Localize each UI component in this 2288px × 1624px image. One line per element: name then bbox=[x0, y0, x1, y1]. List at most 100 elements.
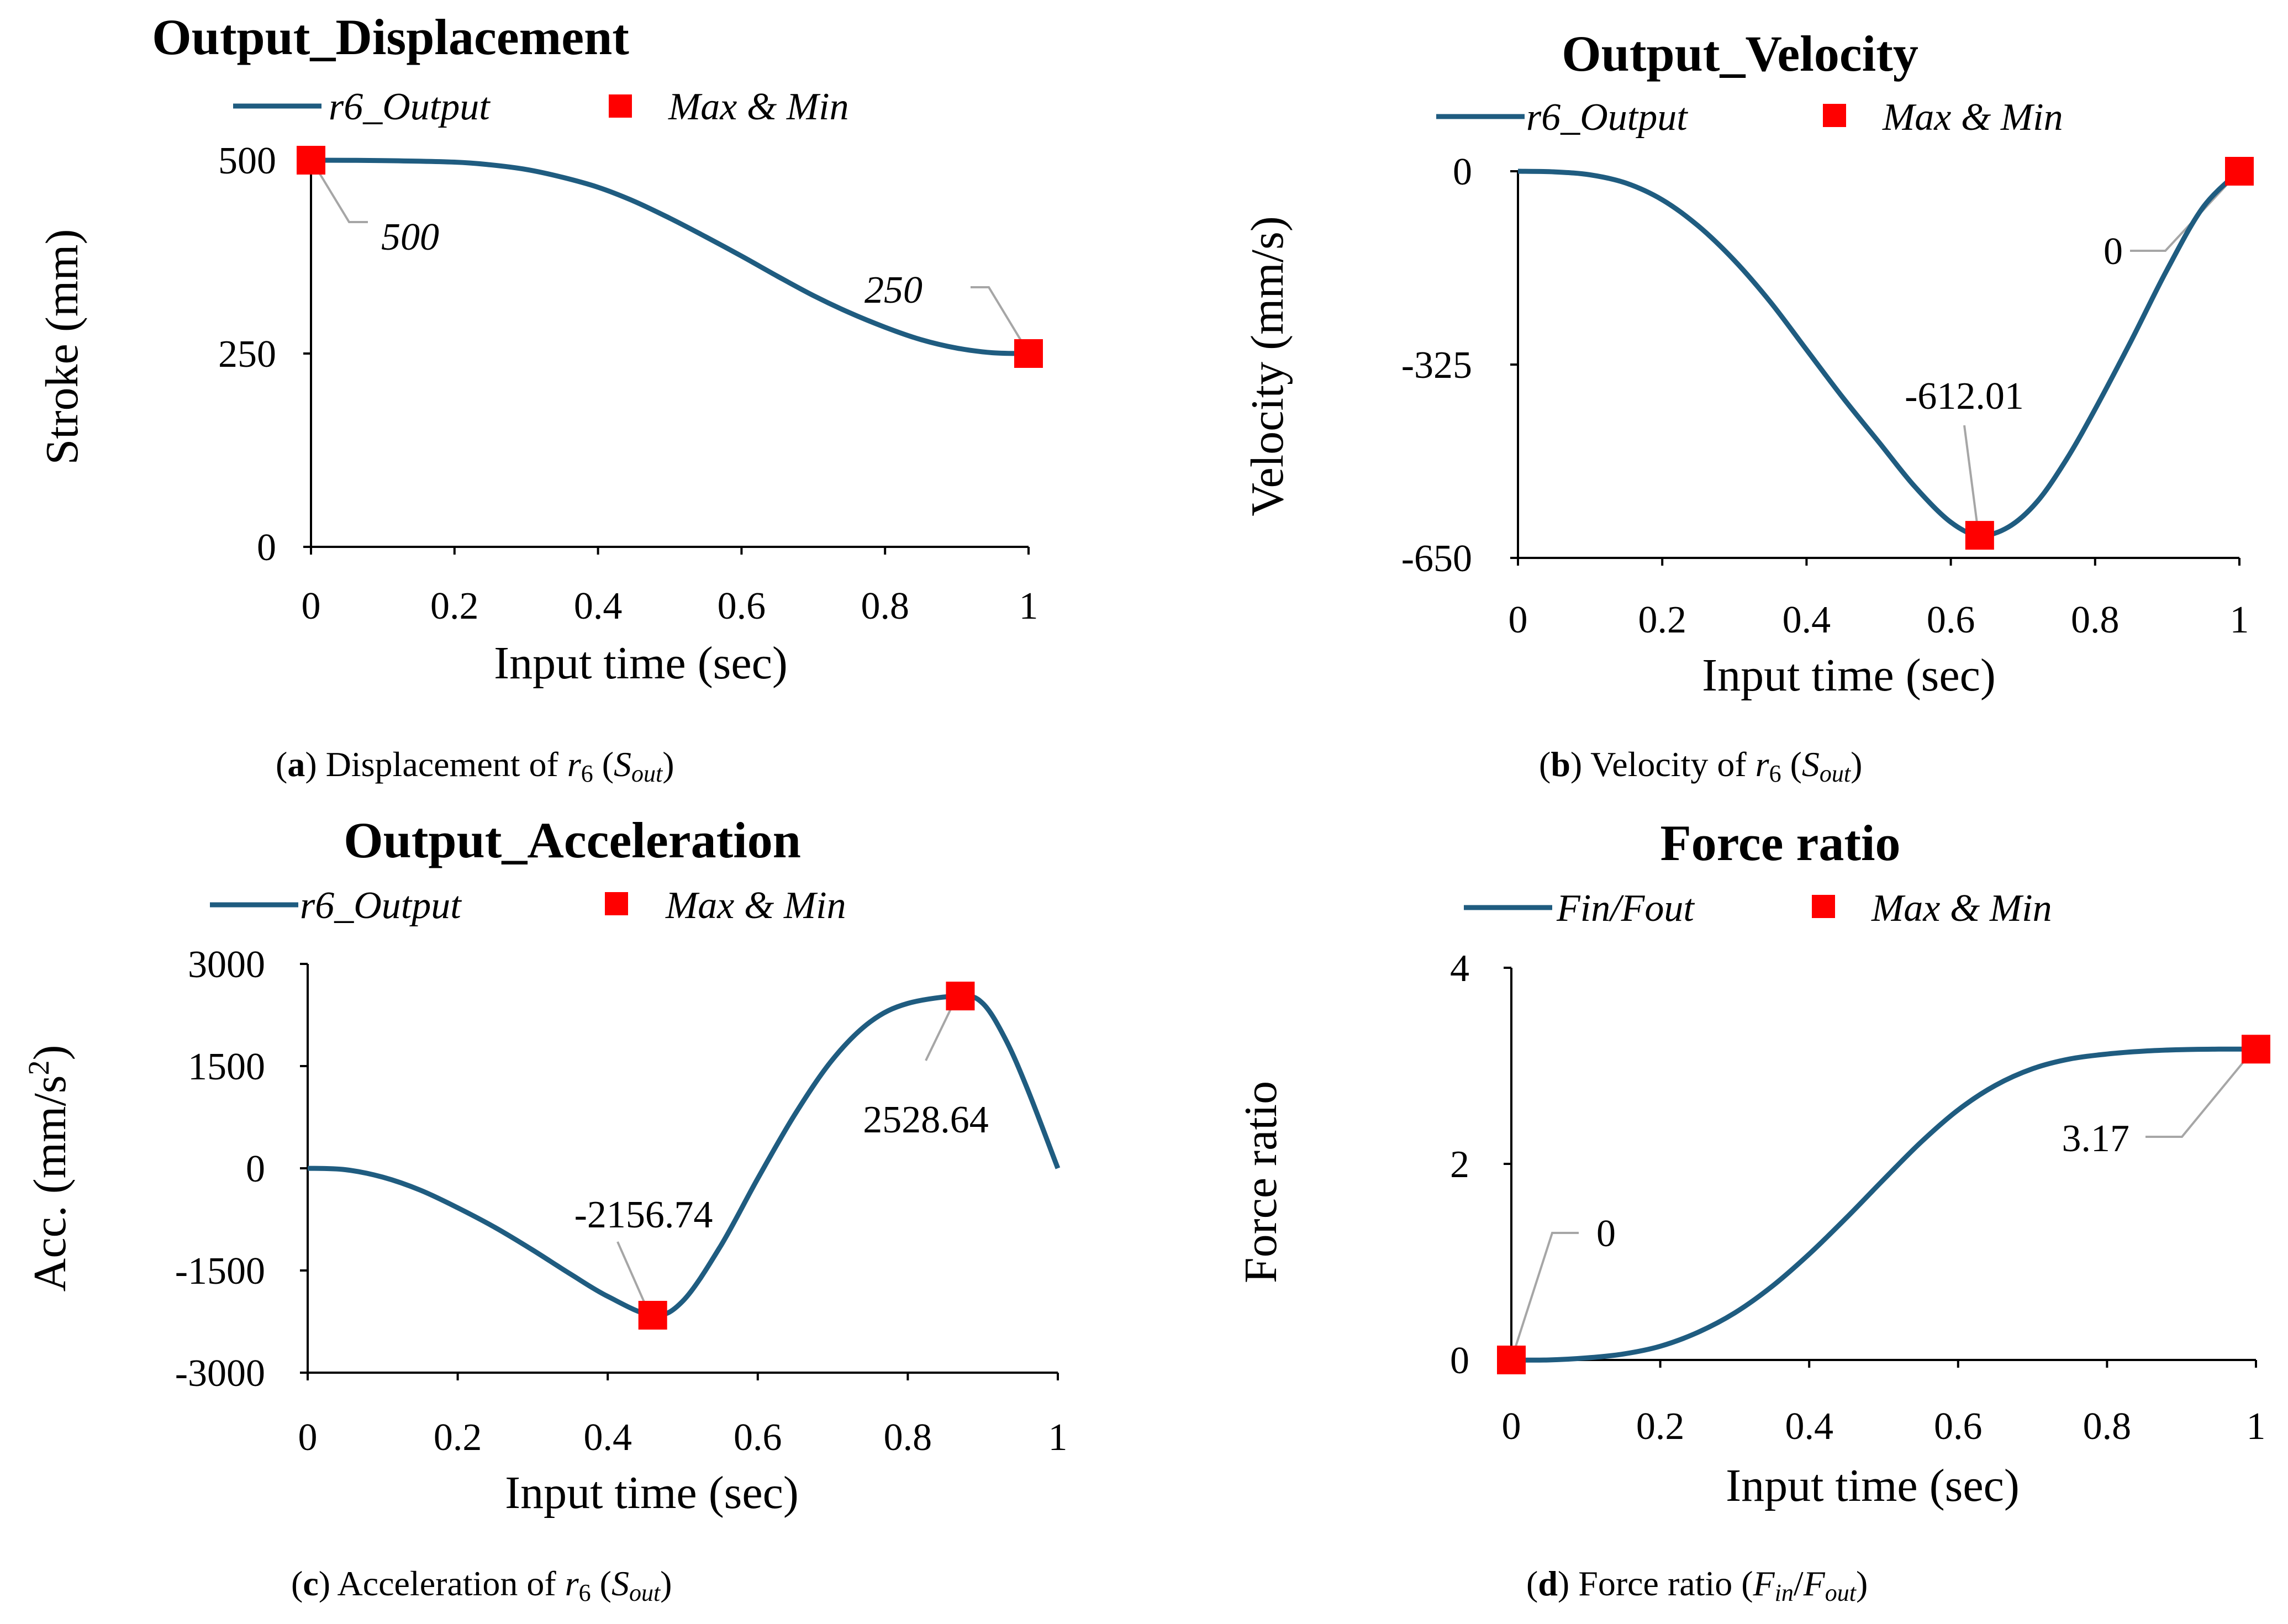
y-tick-label: -1500 bbox=[175, 1250, 265, 1293]
x-tick-label: 0.6 bbox=[734, 1416, 782, 1459]
x-tick-label: 0.6 bbox=[718, 585, 766, 628]
y-tick-label: 4 bbox=[1450, 947, 1469, 990]
annotation-label-min: 0 bbox=[1596, 1212, 1616, 1255]
y-axis-label: Force ratio bbox=[1235, 1081, 1287, 1283]
y-tick-label: -325 bbox=[1401, 344, 1472, 387]
annotation-label-min: 250 bbox=[864, 269, 922, 312]
y-tick-label: 1500 bbox=[188, 1046, 265, 1088]
legend-marker-swatch bbox=[609, 94, 632, 118]
annotation-label-max: 0 bbox=[2104, 230, 2123, 273]
x-tick-label: 1 bbox=[1019, 585, 1038, 628]
annotation-leaders bbox=[1510, 1046, 2257, 1361]
chart-title: Output_Acceleration bbox=[344, 812, 801, 868]
panel-displacement: Output_Displacement r6_Output Max & Min … bbox=[36, 9, 1043, 787]
x-tick-label: 0 bbox=[298, 1416, 318, 1459]
annotation-leader-line bbox=[310, 159, 368, 223]
annotation-label-max: 3.17 bbox=[2062, 1117, 2130, 1160]
panel-force-ratio: Force ratio Fin/Fout Max & Min Force rat… bbox=[1235, 815, 2270, 1606]
y-axis-label: Velocity (mm/s) bbox=[1242, 216, 1293, 516]
x-tick-label: 0.4 bbox=[583, 1416, 632, 1459]
annotation-label-min: -2156.74 bbox=[574, 1194, 713, 1236]
legend-label-series: r6_Output bbox=[329, 86, 491, 128]
legend-marker-swatch bbox=[1812, 895, 1835, 918]
chart-title: Output_Displacement bbox=[152, 9, 629, 65]
annotation-leaders bbox=[1963, 170, 2240, 536]
max-min-marker bbox=[2225, 157, 2254, 186]
panel-caption: (a) Displacement of r6 (Sout) bbox=[276, 745, 674, 787]
annotation-label-max: 500 bbox=[381, 216, 439, 259]
panel-caption: (b) Velocity of r6 (Sout) bbox=[1539, 745, 1862, 787]
y-axis-label: Stroke (mm) bbox=[36, 229, 88, 465]
x-tick-label: 0.2 bbox=[434, 1416, 482, 1459]
x-tick-label: 0 bbox=[1509, 599, 1528, 641]
max-min-marker bbox=[1014, 339, 1043, 368]
series-line bbox=[307, 993, 1061, 1318]
annotation-leader-line bbox=[971, 286, 1030, 354]
x-tick-label: 0.2 bbox=[1638, 599, 1686, 641]
y-tick-label: 2 bbox=[1450, 1143, 1469, 1186]
panel-velocity: Output_Velocity r6_Output Max & Min Velo… bbox=[1242, 25, 2254, 787]
x-tick-label: 0.8 bbox=[2071, 599, 2120, 641]
x-tick-label: 0 bbox=[302, 585, 321, 628]
y-tick-label: 250 bbox=[218, 333, 276, 376]
x-tick-label: 0.6 bbox=[1927, 599, 1975, 641]
y-axis-label: Acc. (mm/s2) bbox=[22, 1045, 76, 1292]
x-tick-label: 0.8 bbox=[861, 585, 909, 628]
y-tick-label: 0 bbox=[246, 1148, 265, 1190]
x-tick-label: 0.4 bbox=[574, 585, 623, 628]
series-line bbox=[1511, 1046, 2257, 1363]
legend-marker-swatch bbox=[1823, 104, 1846, 127]
annotation-leaders bbox=[616, 992, 960, 1317]
y-tick-label: 0 bbox=[257, 526, 276, 569]
annotation-label-min: -612.01 bbox=[1905, 375, 2024, 418]
legend-label-series: r6_Output bbox=[300, 884, 462, 927]
chart-title: Force ratio bbox=[1660, 815, 1900, 871]
x-tick-label: 0 bbox=[1502, 1405, 1521, 1448]
legend-marker-swatch bbox=[605, 892, 628, 915]
x-tick-label: 0.4 bbox=[1783, 599, 1831, 641]
max-min-marker bbox=[2242, 1035, 2270, 1064]
panel-caption: (c) Acceleration of r6 (Sout) bbox=[291, 1564, 672, 1606]
annotation-leader-line bbox=[2145, 1046, 2257, 1138]
max-min-marker bbox=[946, 982, 975, 1011]
x-tick-label: 0.8 bbox=[884, 1416, 932, 1459]
panel-caption: (d) Force ratio (Fin/Fout) bbox=[1526, 1564, 1868, 1606]
legend-label-markers: Max & Min bbox=[1882, 96, 2063, 139]
x-axis-label: Input time (sec) bbox=[494, 637, 788, 689]
x-axis-label: Input time (sec) bbox=[505, 1467, 799, 1518]
x-tick-label: 0.6 bbox=[1934, 1405, 1983, 1448]
y-tick-label: 3000 bbox=[188, 943, 265, 986]
x-tick-label: 1 bbox=[2230, 599, 2249, 641]
annotation-leaders bbox=[310, 159, 1030, 354]
annotation-leader-line bbox=[1510, 1232, 1579, 1361]
legend-label-markers: Max & Min bbox=[668, 86, 849, 128]
y-tick-label: 0 bbox=[1450, 1340, 1469, 1382]
series-line bbox=[310, 157, 1029, 356]
x-tick-label: 1 bbox=[2247, 1405, 2266, 1448]
legend-label-series: Fin/Fout bbox=[1556, 887, 1695, 930]
x-axis-label: Input time (sec) bbox=[1726, 1460, 2020, 1511]
annotation-label-max: 2528.64 bbox=[863, 1099, 989, 1141]
x-tick-label: 1 bbox=[1048, 1416, 1068, 1459]
annotation-leader-line bbox=[1963, 425, 1980, 536]
max-min-marker bbox=[1497, 1346, 1526, 1374]
max-min-marker bbox=[638, 1300, 667, 1330]
panel-acceleration: Output_Acceleration r6_Output Max & Min … bbox=[22, 812, 1068, 1606]
x-axis-label: Input time (sec) bbox=[1702, 650, 1996, 701]
legend-label-series: r6_Output bbox=[1526, 96, 1688, 139]
y-tick-label: -3000 bbox=[175, 1352, 265, 1395]
max-min-marker bbox=[297, 146, 325, 175]
y-tick-label: 0 bbox=[1453, 151, 1472, 193]
max-min-marker bbox=[1965, 521, 1994, 550]
chart-title: Output_Velocity bbox=[1562, 25, 1918, 82]
y-tick-label: -650 bbox=[1401, 537, 1472, 580]
x-tick-label: 0.8 bbox=[2083, 1405, 2132, 1448]
x-tick-label: 0.4 bbox=[1785, 1405, 1833, 1448]
y-tick-label: 500 bbox=[218, 140, 276, 182]
legend-label-markers: Max & Min bbox=[1871, 887, 2052, 930]
x-tick-label: 0.2 bbox=[1636, 1405, 1685, 1448]
annotation-leader-line bbox=[2130, 170, 2240, 252]
x-tick-label: 0.2 bbox=[430, 585, 479, 628]
legend-label-markers: Max & Min bbox=[665, 884, 846, 927]
